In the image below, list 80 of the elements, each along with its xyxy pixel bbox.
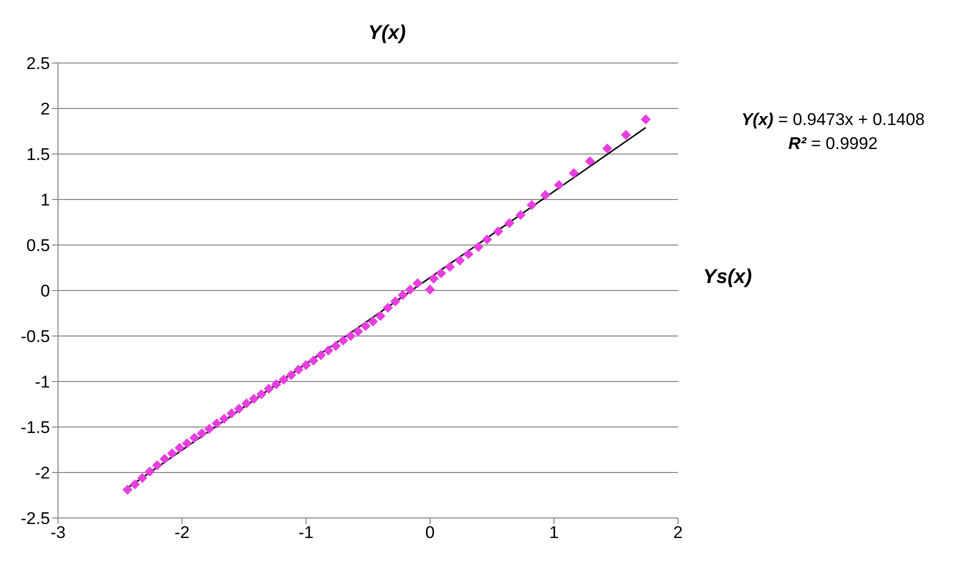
point	[482, 234, 492, 245]
point	[436, 268, 446, 278]
y-tick-label: -2	[34, 464, 50, 483]
point	[174, 442, 185, 453]
point	[493, 226, 504, 236]
point	[212, 418, 222, 428]
y-tick-label: -2.5	[20, 509, 50, 528]
point	[584, 156, 595, 166]
point	[463, 249, 474, 260]
point	[454, 255, 465, 266]
point	[425, 284, 435, 295]
point	[137, 472, 148, 483]
point	[196, 428, 207, 438]
point	[271, 379, 282, 390]
point	[346, 331, 356, 341]
point	[428, 274, 439, 284]
point	[405, 284, 416, 295]
point	[353, 326, 364, 336]
point	[540, 190, 550, 200]
point	[338, 336, 348, 346]
y-tick-label: 2.5	[26, 54, 50, 74]
y-tick-label: -0.5	[20, 327, 50, 346]
point	[368, 316, 378, 326]
point	[360, 320, 371, 331]
x-tick-label: 0	[425, 523, 435, 542]
point	[226, 408, 237, 418]
point	[390, 296, 400, 306]
point	[286, 370, 296, 380]
point	[182, 438, 192, 448]
point	[294, 364, 304, 375]
point	[241, 398, 252, 408]
x-tick-label: 2	[673, 523, 683, 542]
point	[278, 374, 289, 385]
y-tick-label: 0	[40, 282, 50, 301]
point	[248, 394, 259, 404]
point	[122, 484, 132, 495]
point	[234, 404, 244, 414]
point	[301, 360, 311, 370]
y-tick-label: 1.5	[26, 145, 50, 164]
point	[504, 218, 514, 228]
point	[516, 210, 526, 220]
y-axis-title: Y(x)	[368, 22, 406, 45]
point	[620, 130, 631, 140]
point	[264, 384, 274, 394]
point	[316, 350, 326, 360]
point	[167, 448, 178, 458]
x-axis-title: Ys(x)	[703, 266, 752, 289]
point	[330, 341, 341, 352]
point	[382, 302, 393, 313]
point	[473, 242, 484, 252]
point	[144, 466, 155, 477]
point	[219, 414, 230, 424]
point	[256, 389, 266, 400]
x-tick-label: -2	[174, 523, 190, 542]
text: R² = 0.9992	[788, 134, 878, 153]
point	[130, 479, 140, 490]
point	[444, 262, 455, 272]
point	[554, 180, 564, 190]
x-tick-label: 1	[549, 523, 559, 542]
point	[375, 310, 386, 321]
point	[398, 290, 408, 300]
point	[602, 144, 612, 154]
point	[189, 432, 200, 443]
point	[412, 278, 423, 288]
y-tick-label: -1	[34, 372, 50, 392]
point	[640, 114, 651, 124]
x-tick-label: -3	[50, 523, 66, 542]
point	[526, 200, 537, 210]
point	[323, 346, 334, 356]
y-tick-label: 2	[40, 100, 50, 119]
point	[308, 356, 318, 366]
y-tick-label: 0.5	[26, 236, 50, 256]
text: Y(x) = 0.9473x + 0.1408	[741, 110, 925, 129]
y-tick-label: -1.5	[20, 418, 50, 438]
point	[160, 454, 170, 464]
x-tick-label: -1	[298, 523, 314, 542]
point	[152, 460, 162, 470]
point	[568, 168, 579, 178]
point	[204, 424, 214, 434]
y-tick-label: 1	[40, 190, 50, 210]
